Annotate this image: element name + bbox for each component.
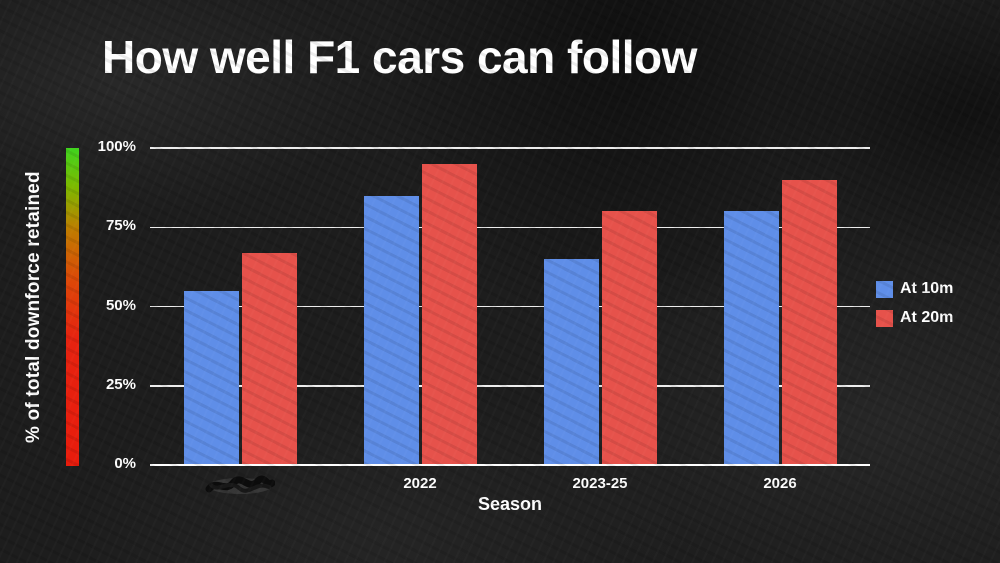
legend: At 10m At 20m: [876, 280, 953, 338]
y-tick-label: 0%: [114, 455, 136, 472]
legend-swatch: [876, 280, 893, 298]
bar-at-10m: [363, 195, 419, 465]
gridline-25: [150, 385, 870, 387]
scribble-icon: [205, 475, 276, 494]
y-tick-label: 50%: [105, 296, 136, 314]
x-axis-label: Season: [477, 494, 543, 514]
y-tick-label: 25%: [105, 375, 136, 393]
y-axis-label: % of total downforce retained: [23, 171, 44, 443]
bar-at-20m: [241, 252, 297, 465]
gridline-75: [150, 226, 870, 228]
x-tick-label-obscured: [180, 475, 300, 499]
gridline-100: [150, 147, 870, 149]
bar-at-10m: [543, 258, 599, 465]
bar-at-10m: [723, 211, 779, 465]
bar-at-10m: [183, 290, 239, 465]
legend-item: At 10m: [876, 280, 953, 298]
gridline-50: [150, 305, 870, 308]
y-tick-label: 75%: [105, 217, 136, 235]
bar-at-20m: [601, 211, 657, 465]
bar-at-20m: [781, 179, 837, 465]
x-tick-label: 2022: [403, 475, 437, 492]
x-tick-label: 2026: [763, 475, 797, 492]
x-tick-label: 2023-25: [572, 475, 628, 492]
legend-label: At 10m: [900, 280, 954, 297]
legend-swatch: [876, 309, 893, 327]
y-tick-label: 100%: [97, 138, 136, 155]
downforce-gradient-axis: [66, 148, 79, 466]
bar-at-20m: [421, 163, 477, 465]
legend-label: At 20m: [900, 309, 954, 326]
chart-title: How well F1 cars can follow: [102, 31, 697, 83]
x-axis-line: [150, 464, 870, 466]
legend-item: At 20m: [876, 309, 953, 327]
